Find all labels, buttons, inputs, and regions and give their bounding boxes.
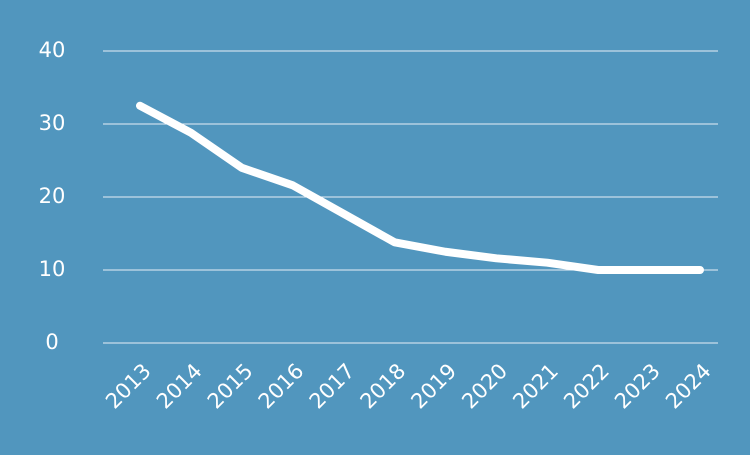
x-tick-label: 2013 [101, 359, 156, 414]
y-tick-label: 20 [39, 184, 66, 208]
y-tick-label: 30 [39, 111, 66, 135]
x-tick-label: 2015 [203, 359, 258, 414]
y-tick-label: 40 [39, 38, 66, 62]
x-tick-label: 2014 [152, 359, 207, 414]
y-tick-label: 10 [39, 257, 66, 281]
y-tick-label: 0 [45, 330, 58, 354]
x-tick-label: 2022 [559, 359, 614, 414]
x-tick-label: 2024 [661, 359, 716, 414]
x-tick-label: 2019 [406, 359, 461, 414]
line [136, 101, 704, 274]
x-tick-label: 2017 [305, 359, 360, 414]
x-tick-label: 2020 [457, 359, 512, 414]
x-tick-label: 2016 [254, 359, 309, 414]
x-tick-label: 2021 [508, 359, 563, 414]
x-tick-label: 2018 [356, 359, 411, 414]
x-tick-label: 2023 [610, 359, 665, 414]
